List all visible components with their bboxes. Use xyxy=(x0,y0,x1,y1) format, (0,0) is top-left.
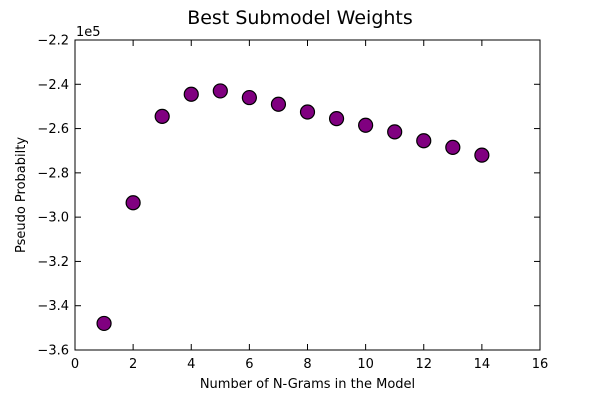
y-tick-label: −3.6 xyxy=(37,344,69,359)
data-point xyxy=(96,315,112,332)
y-tick-label: −2.8 xyxy=(37,166,69,181)
x-tick-label: 16 xyxy=(532,357,549,372)
data-point xyxy=(270,96,287,112)
x-tick-label: 10 xyxy=(357,357,374,372)
x-tick-label: 12 xyxy=(415,357,432,372)
x-tick-label: 2 xyxy=(129,357,137,372)
data-point xyxy=(125,195,141,211)
y-tick-label: −3.0 xyxy=(37,211,69,226)
data-point xyxy=(328,111,345,127)
data-point xyxy=(183,86,199,102)
data-point xyxy=(445,139,461,155)
data-point xyxy=(154,108,170,124)
x-tick-label: 14 xyxy=(474,357,491,372)
data-point xyxy=(416,133,432,149)
y-axis-offset-label: 1e5 xyxy=(76,25,101,40)
data-points xyxy=(96,83,490,332)
x-tick-label: 4 xyxy=(187,357,195,372)
y-tick-label: −3.4 xyxy=(37,299,69,314)
y-tick-label: −2.2 xyxy=(37,34,69,49)
data-point xyxy=(474,147,490,163)
y-tick-label: −2.6 xyxy=(37,122,69,137)
x-axis-label: Number of N-Grams in the Model xyxy=(200,377,415,392)
data-point xyxy=(358,117,374,133)
y-axis-label: Pseudo Probabilty xyxy=(14,137,29,253)
chart-title: Best Submodel Weights xyxy=(187,7,413,29)
plot-area-frame xyxy=(74,39,541,351)
x-tick-label: 0 xyxy=(71,357,79,372)
x-tick-label: 8 xyxy=(303,357,311,372)
data-point xyxy=(299,104,316,120)
data-point xyxy=(212,83,228,99)
y-tick-label: −2.4 xyxy=(37,78,69,93)
y-tick-label: −3.2 xyxy=(37,255,69,270)
data-point xyxy=(241,89,257,106)
axis-ticks: 0 2 4 6 8 10 12 14 16 −3.6 −3.4 −3.2 −3.0 −2.8 −2.6 −2.… xyxy=(37,34,548,373)
data-point xyxy=(387,124,403,140)
x-tick-label: 6 xyxy=(245,357,253,372)
